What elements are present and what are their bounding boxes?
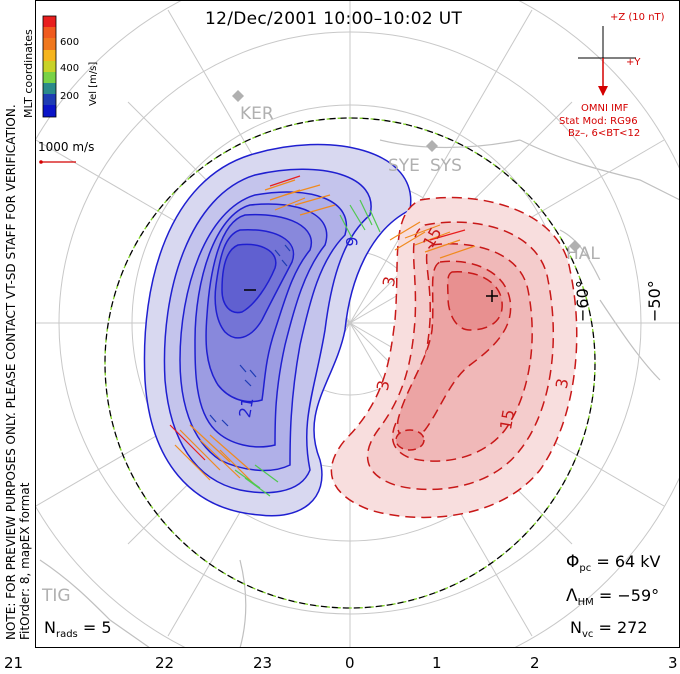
latitude-label-50: −50° (645, 280, 664, 322)
radar-count-value: 5 (101, 618, 112, 637)
preview-note: NOTE: FOR PREVIEW PURPOSES ONLY. PLEASE … (4, 104, 18, 640)
vector-scale-bar (39, 160, 76, 164)
vector-scale-label: 1000 m/s (38, 140, 95, 154)
imf-clock (578, 26, 636, 96)
station-hal: HAL (566, 244, 600, 264)
mlt-tick-23: 23 (253, 654, 273, 672)
imf-z-label: +Z (10 nT) (610, 12, 665, 23)
contour-label-15-lower: 15 (496, 407, 519, 432)
mlt-tick-1: 1 (432, 654, 442, 672)
map-title: 12/Dec/2001 10:00–10:02 UT (205, 9, 463, 29)
mlt-tick-21: 21 (4, 654, 24, 672)
hm-boundary-latitude-value: −59° (617, 586, 660, 605)
contour-label-21: 21 (235, 395, 258, 420)
cross-polar-potential: Φpc = 64 kV (566, 552, 661, 575)
colorbar-unit-label: Vel [m/s] (88, 61, 99, 106)
coastlines (39, 139, 679, 647)
fit-order-note: FitOrder: 8, mapEX format (18, 482, 32, 640)
station-tig: TIG (42, 586, 71, 606)
mlt-tick-22: 22 (155, 654, 175, 672)
heppner-maynard-boundary-green (104, 117, 596, 609)
colorbar-tick-400: 400 (60, 63, 80, 74)
cross-polar-potential-value: 64 kV (614, 552, 661, 571)
contour-label-9: 9 (342, 236, 362, 247)
velocity-vectors (169, 175, 476, 497)
imf-bin: Bz–, 6<BT<12 (568, 128, 641, 139)
potential-maximum-marker (486, 290, 498, 302)
positive-cell (330, 196, 578, 519)
imf-source: OMNI IMF (581, 103, 629, 114)
mlt-tick-3: 3 (668, 654, 678, 672)
coordinate-system-label: MLT coordinates (22, 29, 35, 118)
colorbar (42, 15, 57, 118)
station-sys: SYS (430, 156, 462, 176)
vector-count-value: 272 (616, 618, 648, 637)
station-markers (232, 90, 581, 252)
hm-boundary-latitude: ΛHM = −59° (566, 586, 660, 609)
station-ker: KER (240, 104, 274, 124)
latitude-label-60: −60° (573, 280, 592, 322)
station-sye: SYE (388, 156, 420, 176)
colorbar-tick-600: 600 (60, 37, 80, 48)
mlt-tick-2: 2 (530, 654, 540, 672)
radar-count: Nrads = 5 (44, 618, 112, 641)
stat-model: Stat Mod: RG96 (559, 116, 638, 127)
colorbar-tick-200: 200 (60, 91, 80, 102)
imf-y-label: +Y (626, 57, 641, 68)
vector-count: Nvc = 272 (570, 618, 648, 641)
negative-cell (143, 143, 412, 517)
mlt-tick-0: 0 (345, 654, 355, 672)
